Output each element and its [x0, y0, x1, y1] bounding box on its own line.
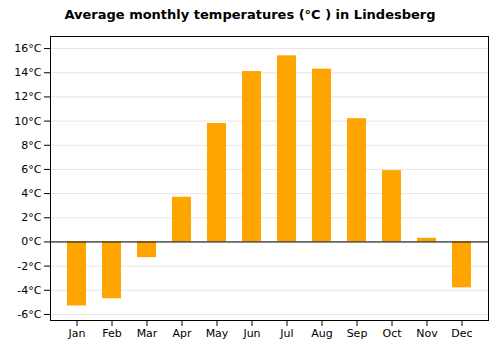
- svg-text:10°C: 10°C: [14, 115, 41, 128]
- svg-text:Nov: Nov: [416, 327, 438, 340]
- html-text:Average monthly temperatures (: Average monthly temperatures (°C ) in Li…: [64, 7, 436, 22]
- svg-text:0°C: 0°C: [21, 235, 41, 248]
- svg-text:-6°C: -6°C: [17, 308, 41, 321]
- svg-text:6°C: 6°C: [21, 163, 41, 176]
- svg-text:-4°C: -4°C: [17, 284, 41, 297]
- svg-text:14°C: 14°C: [14, 66, 41, 79]
- svg-text:4°C: 4°C: [21, 187, 41, 200]
- svg-text:Sep: Sep: [347, 327, 368, 340]
- svg-text:Jul: Jul: [279, 327, 293, 340]
- svg-text:Jan: Jan: [68, 327, 86, 340]
- svg-text:-2°C: -2°C: [17, 260, 41, 273]
- svg-text:Feb: Feb: [102, 327, 121, 340]
- svg-text:16°C: 16°C: [14, 42, 41, 55]
- svg-text:Dec: Dec: [451, 327, 472, 340]
- svg-text:May: May: [206, 327, 229, 340]
- svg-text:2°C: 2°C: [21, 211, 41, 224]
- svg-text:8°C: 8°C: [21, 139, 41, 152]
- svg-text:Oct: Oct: [382, 327, 402, 340]
- svg-text:Jun: Jun: [242, 327, 260, 340]
- svg-text:Mar: Mar: [137, 327, 158, 340]
- svg-text:Aug: Aug: [311, 327, 332, 340]
- svg-text:12°C: 12°C: [14, 90, 41, 103]
- svg-text:Apr: Apr: [172, 327, 192, 340]
